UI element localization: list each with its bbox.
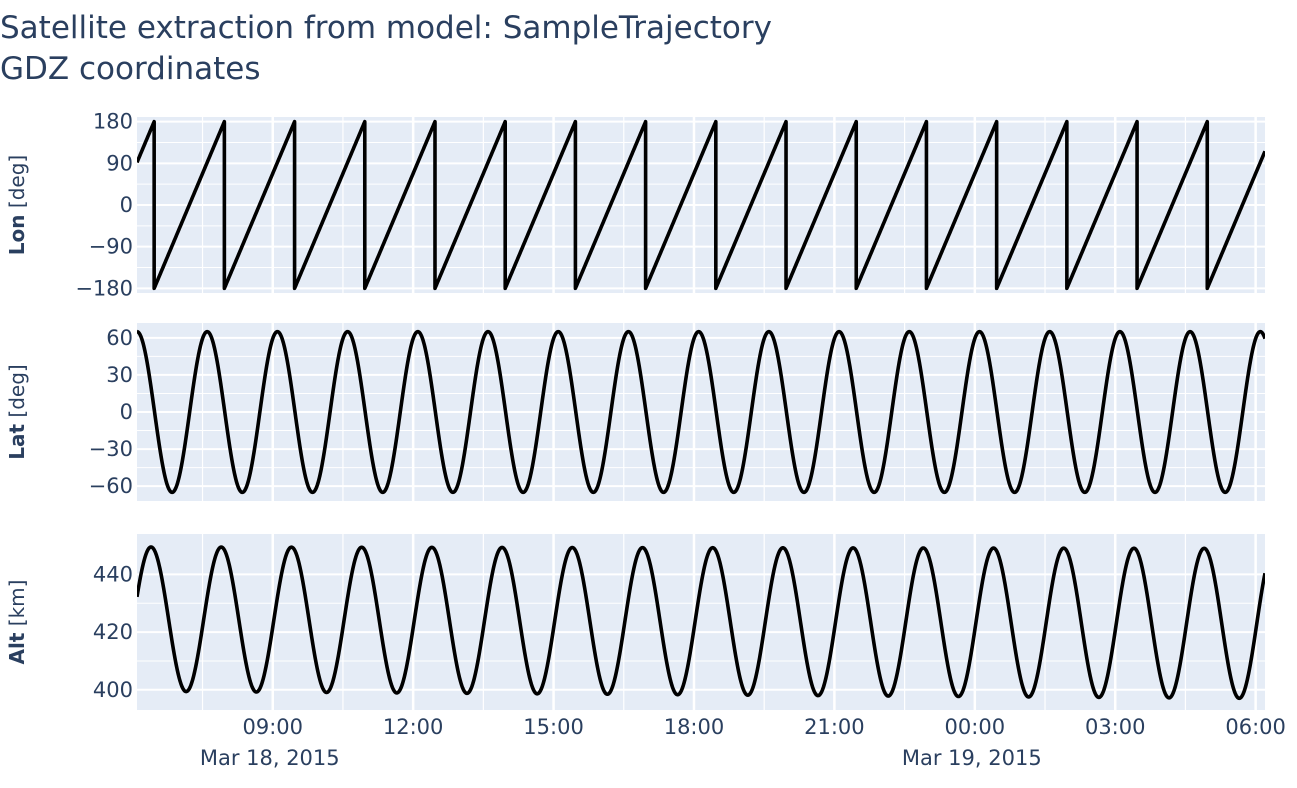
- x-tick-label: 18:00: [664, 715, 725, 739]
- y-tick-label: 60: [106, 326, 133, 350]
- y-tick-label: 90: [106, 151, 133, 175]
- x-tick-label: 09:00: [242, 715, 303, 739]
- y-tick-label: −60: [89, 474, 133, 498]
- x-tick-label: 06:00: [1225, 715, 1286, 739]
- y-axis-label-name: Alt: [5, 632, 29, 664]
- series-line-alt: [137, 545, 1265, 701]
- y-tick-label: −180: [75, 276, 133, 300]
- x-date-label: Mar 18, 2015: [200, 746, 340, 770]
- x-axis: 09:00 12:00 15:00 18:00 21:00 00:00 03:00 06:00…: [200, 715, 1286, 770]
- x-tick-label: 21:00: [804, 715, 865, 739]
- series-line-lat: [137, 329, 1265, 495]
- chart-subtitle: GDZ coordinates: [0, 51, 261, 87]
- y-tick-label: 0: [120, 193, 133, 217]
- panel-lon: 180 90 0 −90 −180 Lon [deg]: [5, 110, 1265, 300]
- x-tick-label: 00:00: [945, 715, 1006, 739]
- chart-title: Satellite extraction from model: SampleT…: [0, 8, 772, 90]
- y-axis-label: Alt [km]: [5, 580, 29, 665]
- y-axis-label-unit: [deg]: [5, 155, 29, 215]
- y-axis-label-unit: [km]: [5, 580, 29, 633]
- y-tick-label: −30: [89, 437, 133, 461]
- y-tick-label: 30: [106, 363, 133, 387]
- plot-background: [137, 534, 1265, 710]
- y-tick-label: 420: [93, 620, 133, 644]
- y-tick-label: 180: [93, 110, 133, 134]
- y-axis-label: Lat [deg]: [5, 364, 29, 459]
- panel-lat: 60 30 0 −30 −60 Lat [deg]: [5, 323, 1265, 501]
- x-date-label: Mar 19, 2015: [902, 746, 1042, 770]
- x-tick-label: 12:00: [383, 715, 444, 739]
- y-axis-label: Lon [deg]: [5, 155, 29, 255]
- y-axis-label-name: Lat: [5, 424, 29, 460]
- y-tick-label: 0: [120, 400, 133, 424]
- y-tick-label: −90: [89, 235, 133, 259]
- chart-title-line: Satellite extraction from model: SampleT…: [0, 10, 772, 46]
- y-axis-label-name: Lon: [5, 214, 29, 255]
- panel-alt: 440 420 400 Alt [km]: [5, 534, 1265, 710]
- x-tick-label: 03:00: [1085, 715, 1146, 739]
- y-tick-label: 440: [93, 562, 133, 586]
- x-tick-label: 15:00: [523, 715, 584, 739]
- series-line-lon: [137, 119, 1265, 291]
- y-tick-label: 400: [93, 678, 133, 702]
- y-axis-label-unit: [deg]: [5, 364, 29, 424]
